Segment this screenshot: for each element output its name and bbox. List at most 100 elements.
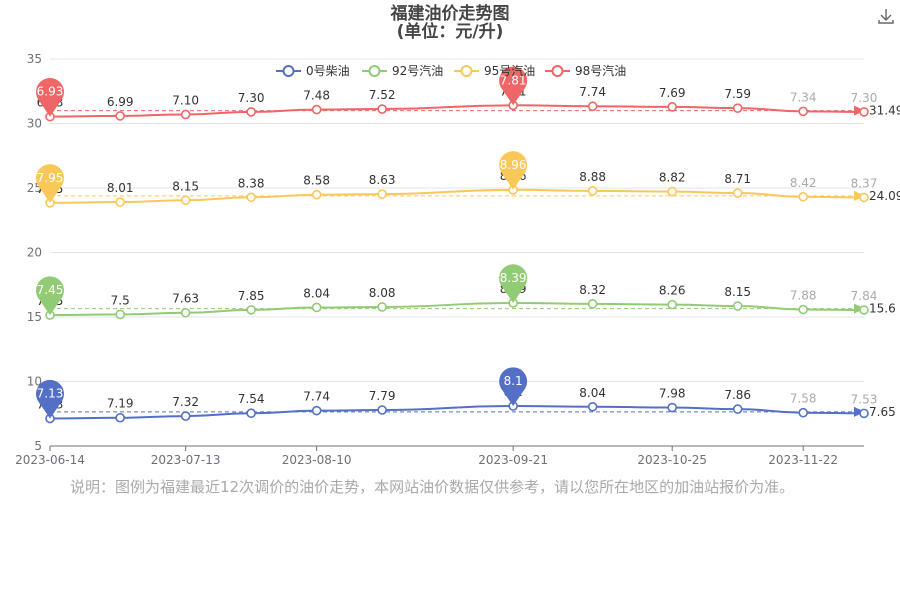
data-point [180,307,191,318]
y-tick-label: 35 [27,52,42,66]
min-marker: 7.95 [36,164,65,203]
legend-symbol [368,65,381,77]
data-point [311,104,322,115]
data-label: 8.32 [579,283,606,297]
legend-label: 92号汽油 [392,63,443,78]
x-tick-label: 2023-08-10 [282,453,352,467]
data-label: 8.01 [107,181,134,195]
data-label: 8.37 [851,176,878,190]
data-point [859,408,869,419]
legend-item-1[interactable]: 0号柴油 [276,64,350,78]
data-point [667,299,677,310]
data-point [587,401,598,412]
chart-subtitle: (单位：元/升) [396,22,504,42]
data-point [246,192,256,203]
min-marker-label: 7.13 [37,387,64,401]
data-point [859,192,869,203]
data-label: 7.69 [659,86,686,100]
max-marker-shape [499,66,528,106]
data-point [732,301,743,311]
min-marker: 7.45 [36,276,65,316]
data-point [667,186,677,197]
data-point [115,412,125,423]
chart-title: 福建油价走势图 [390,4,510,24]
data-point [311,302,322,313]
min-marker-shape [36,379,65,419]
x-tick-label: 2023-11-22 [768,453,838,467]
data-point [587,299,598,309]
legend-item-4[interactable]: 98号汽油 [545,63,626,78]
y-tick-label: 5 [34,439,42,453]
data-label: 7.85 [238,289,265,303]
data-point [667,402,677,413]
data-label: 7.5 [111,293,130,307]
max-marker: 7.81 [499,66,528,106]
max-marker-shape [499,151,528,190]
series-3: 24.09 7.95 8.01 8.15 8.38 8.58 8.63 8.96 8.88 8.8… [36,151,900,208]
data-label: 8.38 [238,176,265,190]
data-label: 6.99 [107,95,134,109]
data-label: 7.59 [724,87,751,101]
data-label: 7.30 [238,91,265,105]
data-label: 7.88 [790,289,817,303]
data-label: 8.63 [369,173,396,187]
min-marker-shape [36,164,65,203]
series-1: 7.65 7.13 7.19 7.32 7.54 7.74 7.79 8.1 8.04 7.98 7… [36,367,896,424]
min-marker-label: 7.45 [37,283,64,297]
data-label: 8.04 [579,386,606,400]
data-label: 7.52 [369,88,396,102]
min-marker-label: 7.95 [37,171,64,185]
x-tick-label: 2023-07-13 [151,453,221,467]
max-marker: 8.96 [499,151,528,190]
data-point [587,101,598,112]
data-point [377,405,387,415]
max-marker-shape [499,367,528,407]
y-tick-label: 30 [27,117,42,131]
data-point [180,411,191,421]
data-point [246,305,256,315]
data-label: 7.19 [107,397,134,411]
average-label: 31.49 [869,104,900,118]
data-label: 8.88 [579,170,606,184]
data-label: 8.42 [790,176,817,190]
data-label: 7.32 [172,395,199,409]
data-point [180,109,191,120]
data-point [798,191,808,202]
min-marker-shape [36,78,65,117]
min-marker: 7.13 [36,379,65,419]
data-point [798,407,808,418]
data-point [732,188,743,198]
min-marker: 6.93 [36,78,65,117]
average-label: 7.65 [869,405,896,419]
data-point [587,186,598,196]
max-marker-label: 8.1 [504,374,523,388]
legend-item-2[interactable]: 92号汽油 [362,63,443,78]
x-tick-label: 2023-09-21 [478,453,548,467]
legend-symbol [460,65,473,77]
data-point [180,195,191,206]
max-marker-shape [499,264,528,303]
data-point [115,309,125,320]
x-tick-label: 2023-06-14 [15,453,85,467]
data-label: 7.34 [790,90,817,104]
data-label: 7.48 [303,89,330,103]
data-label: 8.26 [659,284,686,298]
data-point [859,305,869,315]
data-label: 7.58 [790,392,817,406]
data-label: 7.74 [579,85,606,99]
download-icon[interactable] [876,6,896,26]
data-point [246,107,256,117]
data-point [246,408,256,419]
max-marker: 8.39 [499,264,528,303]
data-label: 8.58 [303,174,330,188]
min-marker-label: 6.93 [37,85,64,99]
data-point [732,404,743,414]
y-tick-label: 15 [27,310,42,324]
legend-item-3[interactable]: 95号汽油 [454,63,535,78]
data-point [667,102,677,112]
data-point [377,104,387,114]
min-marker-shape [36,276,65,316]
series-4: 31.49 6.93 6.99 7.10 7.30 7.48 7.52 7.81 7.74 7.6… [36,66,900,122]
